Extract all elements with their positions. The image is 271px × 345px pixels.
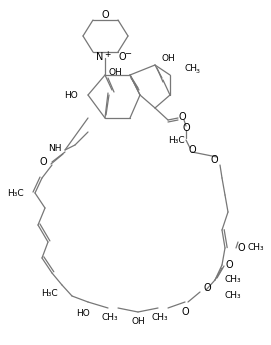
Text: N: N [96, 52, 104, 62]
Text: H₃C: H₃C [168, 136, 184, 145]
Text: H₃C: H₃C [41, 288, 58, 297]
Text: O: O [226, 260, 234, 270]
Text: OH: OH [108, 68, 122, 77]
Text: O: O [39, 157, 47, 167]
Text: OH: OH [162, 53, 176, 62]
Text: CH₃: CH₃ [152, 314, 168, 323]
Text: O: O [182, 123, 190, 133]
Text: O: O [101, 10, 109, 20]
Text: H₃C: H₃C [7, 188, 24, 197]
Text: −: − [124, 49, 131, 59]
Text: NH: NH [49, 144, 62, 152]
Text: +: + [104, 49, 110, 59]
Text: CH₃: CH₃ [225, 290, 242, 299]
Text: CH₃: CH₃ [102, 314, 118, 323]
Text: O: O [182, 307, 190, 317]
Text: O: O [204, 283, 212, 293]
Text: CH₃: CH₃ [225, 276, 242, 285]
Text: CH: CH [185, 63, 198, 72]
Text: HO: HO [76, 308, 90, 317]
Text: CH₃: CH₃ [248, 244, 264, 253]
Text: O: O [118, 52, 126, 62]
Text: O: O [178, 112, 186, 122]
Text: O: O [238, 243, 246, 253]
Text: OH: OH [131, 317, 145, 326]
Text: 3: 3 [196, 69, 200, 73]
Text: O: O [210, 155, 218, 165]
Text: O: O [188, 145, 196, 155]
Text: HO: HO [64, 90, 78, 99]
